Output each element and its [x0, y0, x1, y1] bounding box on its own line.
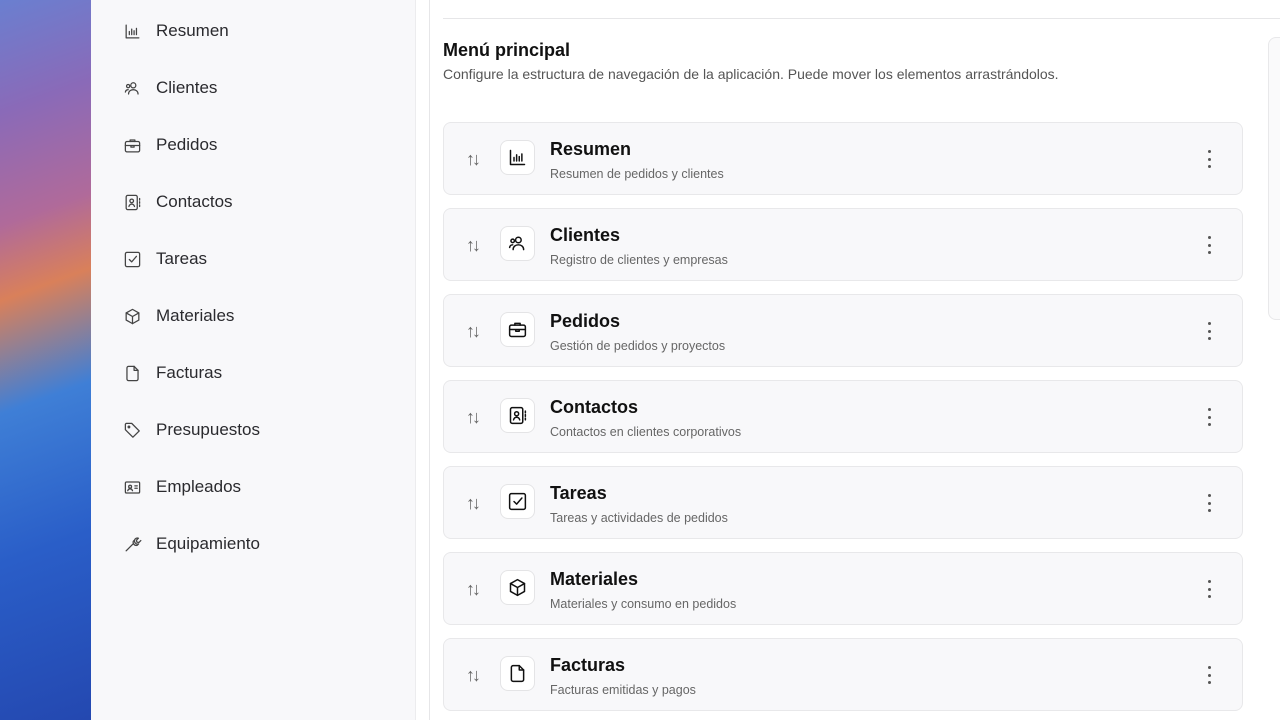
menu-item-card[interactable]: ↑↓ Facturas Facturas emitidas y pagos [443, 638, 1243, 711]
page-description: Configure la estructura de navegación de… [443, 66, 1059, 82]
more-options-icon[interactable] [1202, 405, 1216, 429]
menu-item-subtitle: Resumen de pedidos y clientes [550, 167, 724, 181]
sidebar-item-pedidos[interactable]: Pedidos [123, 131, 217, 159]
more-options-icon[interactable] [1202, 577, 1216, 601]
drag-handle-icon[interactable]: ↑↓ [466, 407, 481, 427]
sidebar-item-label: Contactos [156, 192, 233, 211]
drag-handle-icon[interactable]: ↑↓ [466, 579, 481, 599]
menu-item-subtitle: Contactos en clientes corporativos [550, 425, 742, 439]
checkbox-icon [508, 492, 527, 511]
more-options-icon[interactable] [1202, 663, 1216, 687]
users-icon [508, 236, 525, 251]
item-icon-box [500, 398, 535, 433]
drag-handle-icon[interactable]: ↑↓ [466, 235, 481, 255]
menu-item-card[interactable]: ↑↓ Materiales Materiales y consumo en pedi… [443, 552, 1243, 625]
drag-handle-icon[interactable]: ↑↓ [466, 665, 481, 685]
sidebar-item-label: Presupuestos [156, 420, 260, 439]
menu-item-title: Pedidos [550, 311, 621, 331]
sidebar-item-label: Empleados [156, 477, 242, 496]
contact-book-icon [509, 406, 527, 425]
sidebar-item-label: Clientes [156, 78, 218, 97]
menu-item-title: Contactos [550, 397, 639, 417]
wrench-icon [125, 536, 142, 551]
more-options-icon[interactable] [1202, 233, 1216, 257]
sidebar-item-label: Pedidos [156, 135, 218, 154]
tag-icon [124, 422, 140, 438]
sidebar-item-label: Equipamiento [156, 534, 260, 553]
briefcase-icon [508, 322, 527, 338]
users-icon [124, 81, 139, 95]
menu-item-card[interactable]: ↑↓ Contactos Contactos en clientes corpora… [443, 380, 1243, 453]
desktop-wallpaper [0, 0, 91, 720]
menu-item-subtitle: Facturas emitidas y pagos [550, 683, 696, 697]
menu-item-title: Tareas [550, 483, 607, 503]
file-icon [126, 365, 139, 381]
menu-item-card[interactable]: ↑↓ Tareas Tareas y actividades de pedidos [443, 466, 1243, 539]
divider [443, 18, 1280, 19]
item-icon-box [500, 226, 535, 261]
checkbox-icon [124, 251, 141, 267]
chart-icon [509, 149, 526, 166]
briefcase-icon [124, 138, 141, 152]
item-icon-box [500, 656, 535, 691]
sidebar-item-label: Materiales [156, 306, 235, 325]
more-options-icon[interactable] [1202, 319, 1216, 343]
sidebar-item-contactos[interactable]: Contactos [123, 188, 233, 216]
more-options-icon[interactable] [1202, 147, 1216, 171]
sidebar-item-label: Resumen [156, 21, 229, 40]
menu-item-subtitle: Materiales y consumo en pedidos [550, 597, 737, 611]
item-icon-box [500, 140, 535, 175]
sidebar: Resumen Clientes Pedidos Contactos Tareas Mat… [91, 0, 416, 720]
menu-item-title: Materiales [550, 569, 639, 589]
divider [429, 0, 430, 720]
item-icon-box [500, 570, 535, 605]
drag-handle-icon[interactable]: ↑↓ [466, 149, 481, 169]
file-icon [510, 664, 525, 683]
page-title: Menú principal [443, 40, 571, 60]
box-icon [509, 578, 526, 597]
menu-item-title: Facturas [550, 655, 626, 675]
menu-item-card[interactable]: ↑↓ Pedidos Gestión de pedidos y proyectos [443, 294, 1243, 367]
box-icon [125, 308, 140, 324]
chart-icon [125, 24, 140, 38]
sidebar-item-presupuestos[interactable]: Presupuestos [123, 416, 260, 444]
menu-item-title: Clientes [550, 225, 621, 245]
drag-handle-icon[interactable]: ↑↓ [466, 321, 481, 341]
drag-handle-icon[interactable]: ↑↓ [466, 493, 481, 513]
id-card-icon [124, 480, 141, 494]
menu-item-subtitle: Gestión de pedidos y proyectos [550, 339, 726, 353]
side-panel [1268, 37, 1280, 320]
sidebar-item-resumen[interactable]: Resumen [123, 17, 229, 45]
sidebar-item-materiales[interactable]: Materiales [123, 302, 234, 330]
sidebar-item-clientes[interactable]: Clientes [123, 74, 217, 102]
menu-item-card[interactable]: ↑↓ Clientes Registro de clientes y empresa… [443, 208, 1243, 281]
item-icon-box [500, 484, 535, 519]
menu-item-subtitle: Tareas y actividades de pedidos [550, 511, 728, 525]
sidebar-item-equipamiento[interactable]: Equipamiento [123, 530, 260, 558]
contact-book-icon [125, 194, 141, 210]
sidebar-item-label: Facturas [156, 363, 223, 382]
sidebar-item-label: Tareas [156, 249, 208, 268]
menu-item-title: Resumen [550, 139, 632, 159]
sidebar-item-empleados[interactable]: Empleados [123, 473, 241, 501]
sidebar-item-tareas[interactable]: Tareas [123, 245, 207, 273]
item-icon-box [500, 312, 535, 347]
sidebar-item-facturas[interactable]: Facturas [123, 359, 222, 387]
more-options-icon[interactable] [1202, 491, 1216, 515]
menu-item-subtitle: Registro de clientes y empresas [550, 253, 728, 267]
menu-item-card[interactable]: ↑↓ Resumen Resumen de pedidos y clientes [443, 122, 1243, 195]
